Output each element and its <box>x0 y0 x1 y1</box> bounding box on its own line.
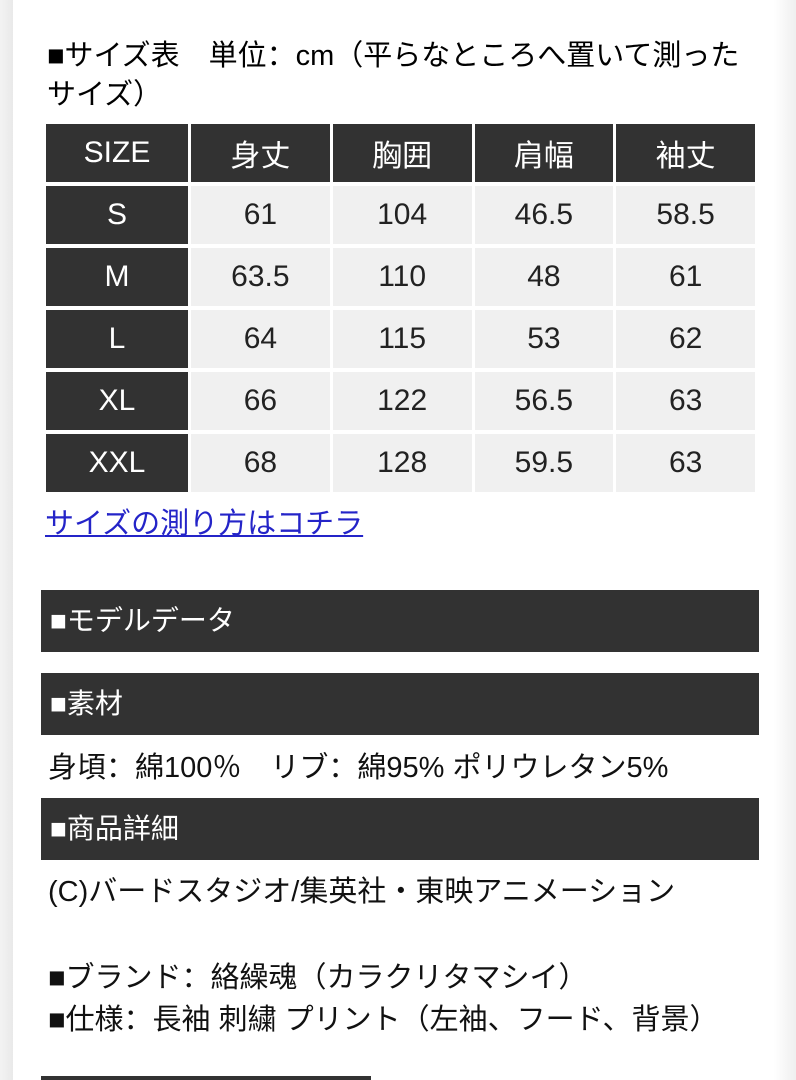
value-cell: 66 <box>191 372 330 430</box>
size-label-cell: S <box>46 186 188 244</box>
section-header-material: ■素材 <box>41 673 759 735</box>
value-cell: 128 <box>332 434 472 492</box>
value-cell: 63.5 <box>191 248 330 306</box>
next-section-bar-partial <box>41 1076 371 1080</box>
column-header-shoulder: 肩幅 <box>474 124 614 182</box>
column-header-sleeve: 袖丈 <box>616 124 755 182</box>
material-composition-text: 身頃：綿100％ リブ：綿95% ポリウレタン5% <box>48 752 669 784</box>
value-cell: 61 <box>616 248 755 306</box>
value-cell: 59.5 <box>474 434 614 492</box>
value-cell: 68 <box>191 434 330 492</box>
spec-text: ■仕様：長袖 刺繍 プリント（左袖、フード、背景） <box>48 1004 719 1036</box>
column-header-chest: 胸囲 <box>332 124 472 182</box>
size-table-header-row: SIZE 身丈 胸囲 肩幅 袖丈 <box>46 124 755 182</box>
value-cell: 104 <box>332 186 472 244</box>
value-cell: 115 <box>332 310 472 368</box>
table-row-xxl: XXL 68 128 59.5 63 <box>46 434 755 492</box>
value-cell: 46.5 <box>474 186 614 244</box>
value-cell: 64 <box>191 310 330 368</box>
value-cell: 48 <box>474 248 614 306</box>
size-measure-guide-link[interactable]: サイズの測り方はコチラ <box>45 508 364 540</box>
size-label-cell: XXL <box>46 434 188 492</box>
size-label-cell: M <box>46 248 188 306</box>
brand-text: ■ブランド：絡繰魂（カラクリタマシイ） <box>48 962 588 994</box>
section-header-product-detail: ■商品詳細 <box>41 798 759 860</box>
size-label-cell: XL <box>46 372 188 430</box>
product-description-section: ■サイズ表 単位：cm（平らなところへ置いて測ったサイズ） SIZE 身丈 胸囲… <box>41 0 759 1040</box>
value-cell: 62 <box>616 310 755 368</box>
size-table: SIZE 身丈 胸囲 肩幅 袖丈 S 61 104 46.5 58.5 M 63… <box>43 120 758 496</box>
size-label-cell: L <box>46 310 188 368</box>
section-header-model-data: ■モデルデータ <box>41 590 759 652</box>
page-right-gutter <box>774 0 796 1080</box>
value-cell: 56.5 <box>474 372 614 430</box>
value-cell: 110 <box>332 248 472 306</box>
value-cell: 63 <box>616 372 755 430</box>
column-header-length: 身丈 <box>191 124 330 182</box>
value-cell: 63 <box>616 434 755 492</box>
value-cell: 122 <box>332 372 472 430</box>
table-row-m: M 63.5 110 48 61 <box>46 248 755 306</box>
value-cell: 53 <box>474 310 614 368</box>
table-row-s: S 61 104 46.5 58.5 <box>46 186 755 244</box>
value-cell: 61 <box>191 186 330 244</box>
value-cell: 58.5 <box>616 186 755 244</box>
table-row-l: L 64 115 53 62 <box>46 310 755 368</box>
column-header-size: SIZE <box>46 124 188 182</box>
copyright-text: (C)バードスタジオ/集英社・東映アニメーション <box>48 876 676 908</box>
page-left-gutter <box>0 0 13 1080</box>
size-table-heading: ■サイズ表 単位：cm（平らなところへ置いて測ったサイズ） <box>47 40 740 111</box>
table-row-xl: XL 66 122 56.5 63 <box>46 372 755 430</box>
